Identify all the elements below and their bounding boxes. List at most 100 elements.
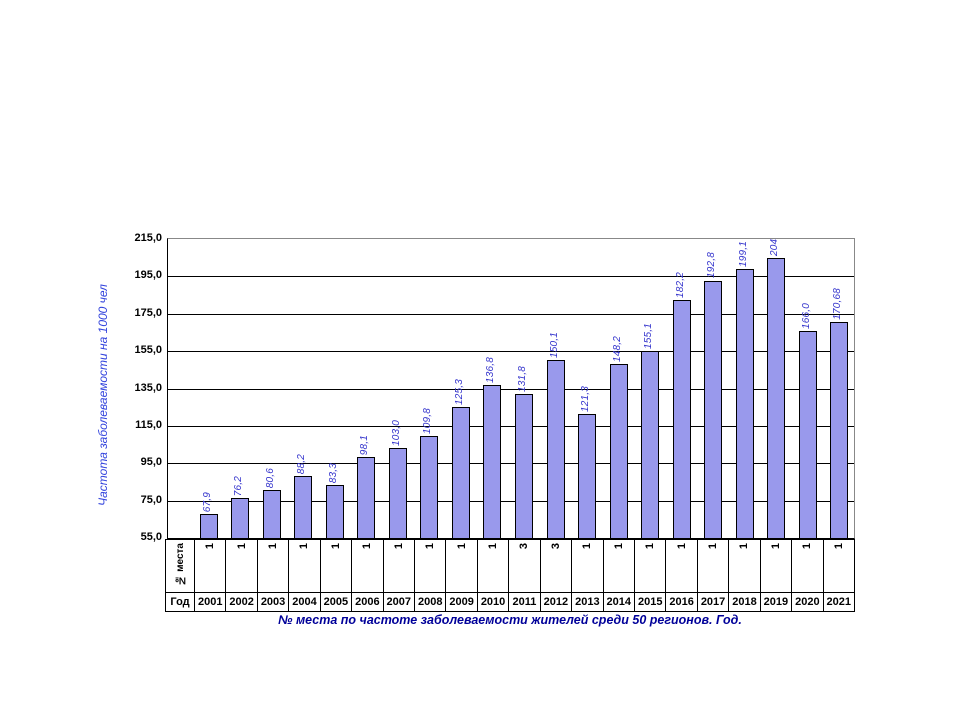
bar-value-label: 131,8 (517, 366, 528, 393)
bar-value-label: 121,3 (580, 386, 592, 413)
bar-value-label: 182,2 (674, 272, 686, 299)
rotated-text: 1 (832, 543, 845, 550)
year-cell-2004: 2004 (288, 592, 320, 611)
y-tick-label: 195,0 (134, 269, 162, 282)
gridline (168, 463, 854, 465)
bar-value-label: 98,1 (359, 435, 371, 456)
rotated-text: 1 (329, 543, 342, 550)
rotated-text: 1 (707, 543, 720, 550)
year-cell-2013: 2013 (571, 592, 603, 611)
rank-cell-2004: 1 (288, 540, 319, 592)
rank-cell-2007: 1 (382, 540, 414, 592)
data-table: № места 1 1 1 1 1 1 1 1 1 1 3 3 1 1 1 1 1 1 1 1 1 Год 2001 2002 2… (165, 539, 855, 612)
bar-2002 (231, 498, 250, 538)
bar-2014 (609, 363, 628, 538)
y-tick-label: 155,0 (134, 344, 162, 357)
rotated-text: 1 (487, 543, 500, 550)
y-tick-label: 135,0 (134, 381, 162, 394)
rank-cell-2018: 1 (728, 540, 759, 592)
rotated-text: 1 (361, 543, 374, 550)
gridline (168, 351, 854, 353)
rotated-text: 1 (738, 543, 751, 550)
rank-cell-2019: 1 (759, 540, 791, 592)
bar-value-label: 170,68 (832, 288, 844, 320)
gridline (168, 500, 854, 502)
rotated-text: 1 (298, 543, 311, 550)
bar-value-label: 76,2 (233, 476, 245, 497)
bar-value-label: 67,9 (201, 491, 213, 512)
y-tick-label: 115,0 (135, 418, 162, 431)
rotated-text: 1 (204, 543, 217, 550)
bar-value-label: 150,1 (548, 332, 560, 359)
rotated-text: 1 (675, 543, 688, 550)
rank-cell-2002: 1 (225, 540, 256, 592)
rotated-text: 1 (581, 543, 594, 550)
rotated-text: 1 (235, 543, 248, 550)
rank-cell-2006: 1 (351, 540, 382, 592)
bar-2015 (641, 350, 660, 538)
rank-cell-2016: 1 (665, 540, 696, 592)
y-tick-label: 75,0 (140, 493, 162, 506)
rotated-text: 1 (267, 543, 280, 550)
year-cell-2005: 2005 (319, 592, 352, 611)
year-cell-2002: 2002 (225, 592, 257, 611)
gridline (168, 276, 854, 278)
year-cell-2008: 2008 (414, 592, 446, 611)
rotated-text: 1 (801, 543, 814, 550)
rotated-text: 3 (518, 543, 531, 550)
year-cell-2012: 2012 (539, 592, 572, 611)
gridline (168, 388, 854, 390)
rank-cell-2014: 1 (602, 540, 634, 592)
bar-2007 (388, 448, 407, 538)
bar-value-label: 88,2 (296, 453, 308, 474)
rank-cell-2003: 1 (256, 540, 288, 592)
bar-value-label: 192,8 (706, 252, 718, 279)
rotated-text: 1 (612, 543, 625, 550)
bar-value-label: 155,1 (643, 322, 655, 349)
bar-2019 (767, 257, 786, 538)
bar-value-label: 199,1 (737, 240, 749, 267)
x-axis-caption: № места по частоте заболеваемости жителе… (278, 613, 742, 627)
year-cell-2019: 2019 (759, 592, 792, 611)
year-cell-2011: 2011 (508, 592, 540, 611)
bar-2011 (515, 394, 533, 538)
bar-value-label: 109,8 (422, 407, 434, 434)
bar-value-label: 80,6 (264, 467, 276, 489)
rank-cell-2021: 1 (822, 540, 854, 592)
y-tick-label: 215,0 (134, 232, 162, 244)
year-cell-2009: 2009 (445, 592, 477, 611)
bar-2009 (451, 406, 470, 538)
bar-2001 (199, 513, 218, 538)
year-cell-2010: 2010 (476, 592, 509, 611)
bar-2005 (325, 485, 344, 538)
year-cell-2014: 2014 (602, 592, 634, 611)
rotated-text: 1 (455, 543, 468, 550)
rank-cell-2005: 1 (319, 540, 351, 592)
year-cell-2017: 2017 (696, 592, 729, 611)
year-cell-2015: 2015 (634, 592, 666, 611)
y-tick-label: 175,0 (134, 306, 162, 319)
bar-2003 (262, 490, 281, 538)
bar-2017 (704, 280, 723, 538)
rank-cell-2009: 1 (445, 540, 476, 592)
gridline (168, 425, 854, 427)
rotated-text: 1 (644, 543, 657, 550)
rotated-text: № места (174, 543, 186, 586)
bar-2006 (357, 457, 376, 538)
rotated-text: 1 (769, 543, 782, 550)
bar-2004 (294, 475, 313, 538)
rotated-text: 3 (549, 543, 562, 550)
y-tick-label: 95,0 (140, 456, 162, 469)
rank-row-header: № места (166, 540, 194, 592)
bar-value-label: 166,0 (800, 302, 812, 329)
rank-cell-2010: 1 (476, 540, 508, 592)
year-cell-2007: 2007 (382, 592, 414, 611)
bar-value-label: 204,9 (769, 238, 781, 256)
rotated-text: 1 (424, 543, 437, 550)
bar-value-label: 136,8 (485, 357, 497, 384)
bar-2016 (672, 300, 691, 538)
bar-value-label: 83,3 (327, 462, 339, 484)
year-cell-2006: 2006 (351, 592, 383, 611)
year-cell-2003: 2003 (256, 592, 289, 611)
